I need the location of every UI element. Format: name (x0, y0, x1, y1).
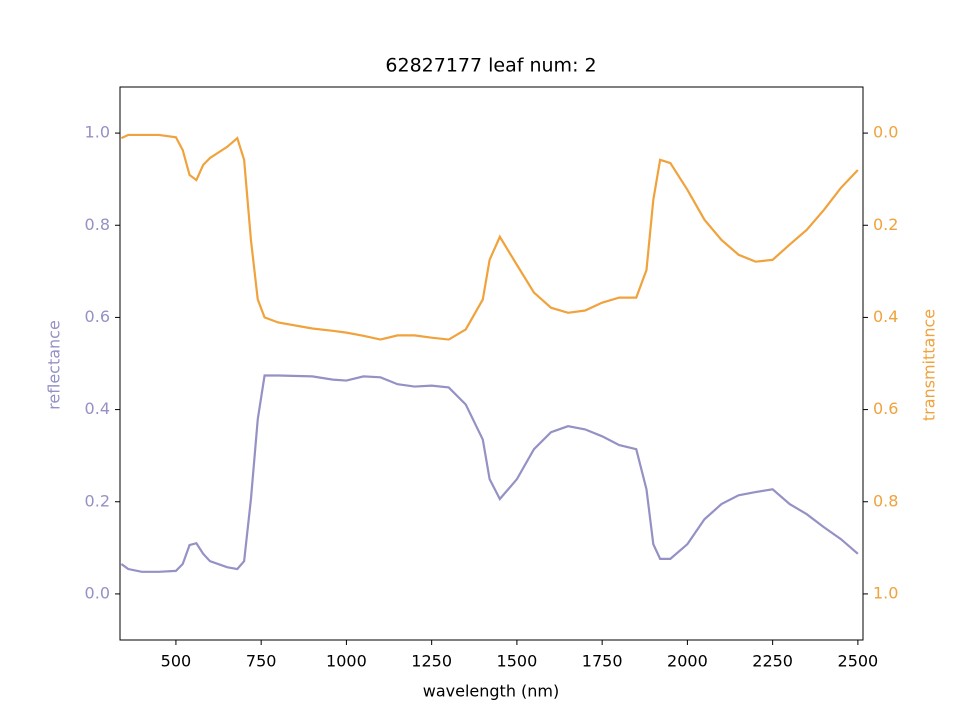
x-tick-label: 1250 (411, 652, 452, 671)
y-tick-label: 1.0 (85, 123, 110, 142)
series-line (120, 133, 859, 341)
series-line (120, 374, 859, 573)
y-tick-label: 0.2 (85, 491, 110, 510)
y-tick-label: 0.6 (85, 307, 110, 326)
x-tick-label: 1000 (326, 652, 367, 671)
y-tick-label: 0.4 (873, 307, 898, 326)
y-tick-label: 0.0 (873, 123, 898, 142)
x-tick-label: 2500 (838, 652, 879, 671)
y2-axis-label: transmittance (920, 309, 939, 421)
x-tick-label: 750 (246, 652, 277, 671)
x-tick-label: 1750 (582, 652, 623, 671)
x-tick-label: 2000 (667, 652, 708, 671)
y-tick-label: 0.0 (85, 583, 110, 602)
chart-title: 62827177 leaf num: 2 (385, 55, 596, 77)
y-tick-label: 0.8 (873, 491, 898, 510)
y-tick-label: 0.4 (85, 399, 110, 418)
y-tick-label: 0.2 (873, 215, 898, 234)
x-tick-label: 2250 (752, 652, 793, 671)
y-tick-label: 0.8 (85, 215, 110, 234)
x-axis-label: wavelength (nm) (423, 682, 560, 701)
x-tick-label: 500 (161, 652, 192, 671)
plot-frame (119, 86, 864, 641)
y-axis-label: reflectance (45, 320, 64, 410)
y-tick-label: 1.0 (873, 583, 898, 602)
x-tick-label: 1500 (497, 652, 538, 671)
y-tick-label: 0.6 (873, 399, 898, 418)
